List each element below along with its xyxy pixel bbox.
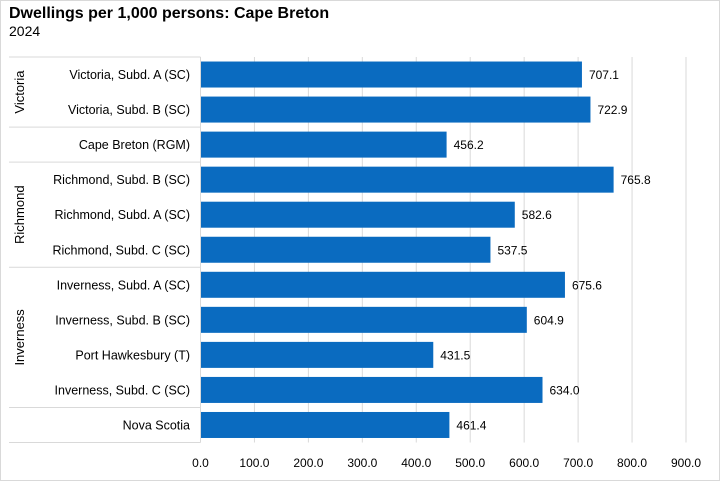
data-label: 537.5 <box>497 243 527 257</box>
data-label: 582.6 <box>522 208 552 222</box>
bar <box>201 131 447 158</box>
bar <box>201 96 591 123</box>
category-label: Victoria, Subd. A (SC) <box>69 68 190 82</box>
bar <box>201 376 543 403</box>
bar <box>201 61 582 88</box>
x-tick-label: 900.0 <box>671 456 701 470</box>
x-tick-label: 700.0 <box>563 456 593 470</box>
category-label: Victoria, Subd. B (SC) <box>68 103 190 117</box>
group-label: Victoria <box>12 70 27 114</box>
category-label: Inverness, Subd. C (SC) <box>55 383 190 397</box>
category-label: Richmond, Subd. B (SC) <box>53 173 190 187</box>
category-label: Nova Scotia <box>123 418 190 432</box>
data-label: 456.2 <box>454 138 484 152</box>
category-label: Richmond, Subd. A (SC) <box>55 208 190 222</box>
x-tick-label: 500.0 <box>455 456 485 470</box>
x-tick-label: 100.0 <box>239 456 269 470</box>
group-label: Richmond <box>12 185 27 244</box>
category-label: Inverness, Subd. A (SC) <box>57 278 190 292</box>
data-label: 431.5 <box>440 348 470 362</box>
bar <box>201 166 614 193</box>
data-label: 634.0 <box>550 383 580 397</box>
x-tick-label: 300.0 <box>347 456 377 470</box>
data-label: 461.4 <box>456 418 486 432</box>
bar <box>201 341 434 368</box>
category-label: Inverness, Subd. B (SC) <box>55 313 190 327</box>
x-tick-label: 600.0 <box>509 456 539 470</box>
data-label: 604.9 <box>534 313 564 327</box>
chart-title: Dwellings per 1,000 persons: Cape Breton <box>9 5 330 22</box>
bar <box>201 201 515 228</box>
data-label: 765.8 <box>621 173 651 187</box>
x-tick-label: 400.0 <box>401 456 431 470</box>
group-label: Inverness <box>12 309 27 366</box>
data-label: 675.6 <box>572 278 602 292</box>
category-label: Richmond, Subd. C (SC) <box>52 243 190 257</box>
bar <box>201 236 491 263</box>
x-tick-label: 200.0 <box>293 456 323 470</box>
data-label: 707.1 <box>589 68 619 82</box>
x-tick-label: 0.0 <box>192 456 209 470</box>
data-label: 722.9 <box>597 103 627 117</box>
bar <box>201 306 527 333</box>
bar <box>201 411 450 438</box>
category-label: Port Hawkesbury (T) <box>75 348 190 362</box>
x-tick-label: 800.0 <box>617 456 647 470</box>
category-label: Cape Breton (RGM) <box>79 138 190 152</box>
chart-subtitle: 2024 <box>9 23 41 39</box>
bar <box>201 271 565 298</box>
